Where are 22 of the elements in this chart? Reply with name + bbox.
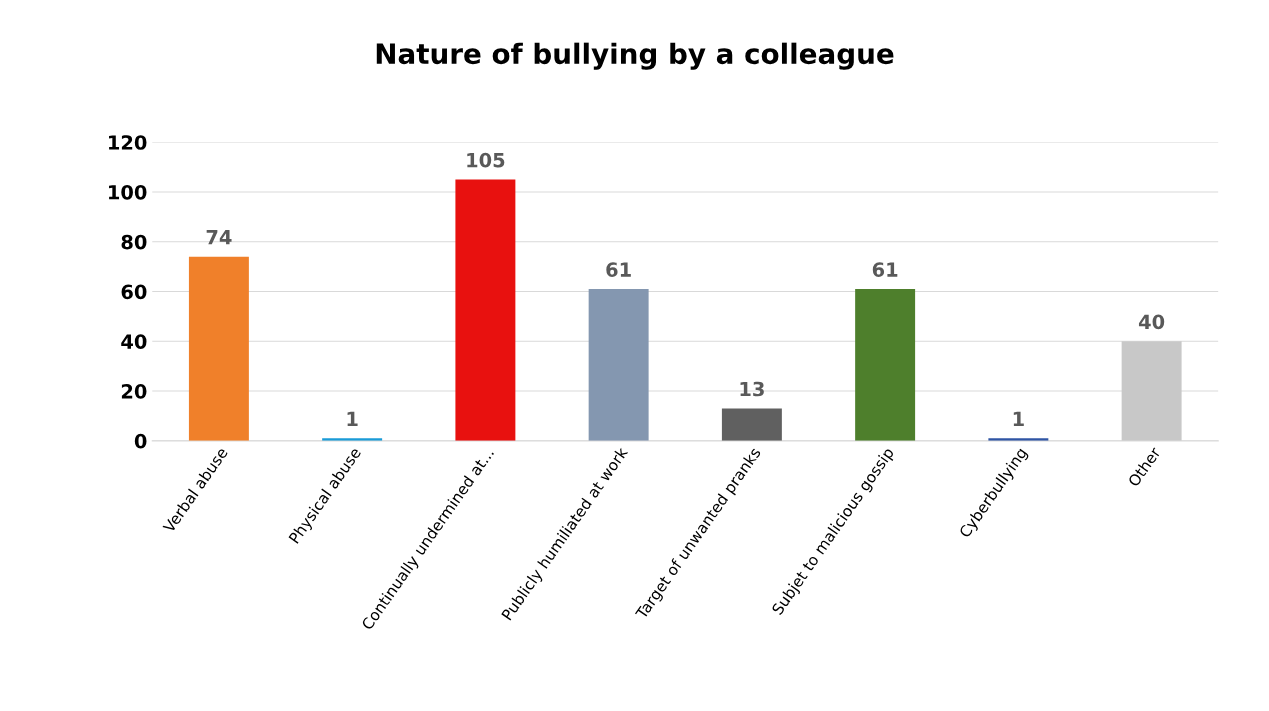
data-label: 1 (1013, 411, 1024, 426)
data-label: 105 (467, 152, 505, 168)
y-tick-label: 0 (134, 433, 147, 449)
bar (455, 179, 516, 441)
bar (188, 256, 249, 441)
data-label: 74 (206, 230, 232, 245)
y-tick-label: 80 (121, 234, 147, 250)
bar (588, 289, 649, 441)
data-label: 61 (872, 262, 898, 277)
y-tick-label: 40 (121, 334, 147, 349)
chart-title: Nature of bullying by a colleague (376, 42, 894, 70)
y-tick-label: 100 (109, 184, 147, 200)
data-label: 1 (347, 411, 358, 426)
y-tick-label: 60 (121, 284, 147, 300)
y-tick-label: 120 (109, 135, 147, 150)
bar (1121, 341, 1182, 441)
data-label: 13 (740, 381, 764, 397)
bar (721, 408, 782, 441)
data-label: 40 (1138, 314, 1165, 330)
y-tick-label: 20 (121, 384, 147, 399)
bar (855, 289, 916, 441)
data-label: 61 (606, 262, 631, 277)
